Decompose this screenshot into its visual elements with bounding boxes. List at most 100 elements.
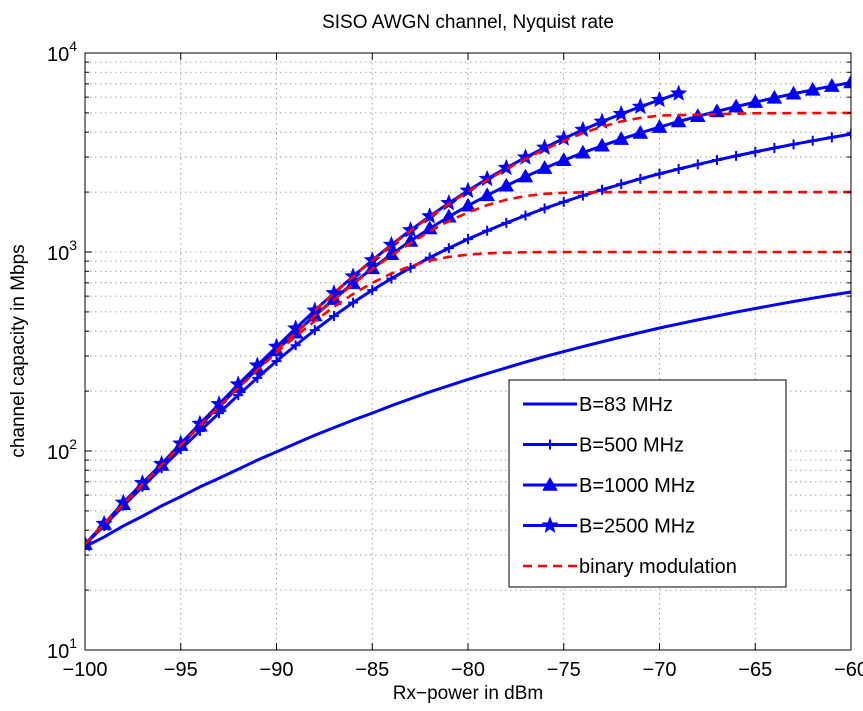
data-point-b-500-mhz bbox=[520, 210, 531, 221]
x-tick-label: −85 bbox=[355, 659, 389, 681]
data-point-b-1000-mhz bbox=[632, 124, 649, 139]
y-axis-label: channel capacity in Mbps bbox=[8, 244, 29, 457]
data-point-b-2500-mhz bbox=[612, 104, 630, 122]
data-point-b-2500-mhz bbox=[440, 193, 458, 211]
data-point-b-500-mhz bbox=[788, 139, 799, 150]
data-point-b-1000-mhz bbox=[747, 94, 764, 108]
data-point-b-500-mhz bbox=[309, 325, 320, 336]
data-point-b-500-mhz bbox=[482, 225, 493, 236]
y-tick-label: 103 bbox=[47, 237, 77, 265]
legend-label: B=2500 MHz bbox=[579, 516, 695, 538]
x-tick-label: −80 bbox=[451, 659, 485, 681]
data-point-b-2500-mhz bbox=[95, 514, 113, 532]
legend-item-b-500-mhz: B=500 MHz bbox=[523, 435, 684, 457]
data-point-b-1000-mhz bbox=[536, 160, 553, 174]
data-point-b-1000-mhz bbox=[402, 232, 419, 247]
data-point-b-500-mhz bbox=[367, 285, 378, 296]
legend-label: B=500 MHz bbox=[579, 435, 684, 457]
data-point-b-2500-mhz bbox=[669, 84, 688, 101]
data-point-b-1000-mhz bbox=[498, 177, 515, 192]
series-b-83-mhz bbox=[85, 290, 851, 549]
series-line-binary-modulation-3 bbox=[313, 111, 851, 312]
data-point-b-500-mhz bbox=[711, 155, 722, 166]
data-point-b-1000-mhz bbox=[613, 131, 630, 145]
legend-marker bbox=[541, 516, 559, 533]
data-point-b-2500-mhz bbox=[171, 434, 190, 452]
data-point-b-500-mhz bbox=[846, 129, 851, 140]
series-line-binary-modulation bbox=[85, 250, 851, 546]
legend-label: B=1000 MHz bbox=[579, 475, 695, 497]
y-tick-label: 101 bbox=[47, 635, 77, 663]
data-point-b-2500-mhz bbox=[650, 90, 669, 108]
legend-item-binary-modulation: binary modulation bbox=[523, 556, 737, 578]
data-point-b-1000-mhz bbox=[804, 81, 821, 96]
legend-label: B=83 MHz bbox=[579, 394, 673, 416]
legend: B=83 MHz B=500 MHz B=1000 MHz B=2500 MHz bin… bbox=[508, 379, 787, 588]
legend-label: binary modulation bbox=[579, 556, 737, 578]
data-point-b-1000-mhz bbox=[766, 89, 783, 104]
series-layer bbox=[85, 74, 851, 552]
data-point-b-2500-mhz bbox=[535, 138, 554, 156]
data-point-b-500-mhz bbox=[386, 273, 397, 284]
x-tick-label: −95 bbox=[164, 659, 198, 681]
data-point-b-500-mhz bbox=[501, 217, 512, 228]
data-point-b-1000-mhz bbox=[479, 187, 496, 202]
legend-marker bbox=[545, 439, 555, 450]
data-point-b-2500-mhz bbox=[631, 97, 650, 115]
data-point-b-1000-mhz bbox=[651, 119, 668, 133]
series-line-binary-modulation-2 bbox=[275, 190, 851, 352]
data-point-b-500-mhz bbox=[597, 184, 608, 195]
data-point-b-500-mhz bbox=[635, 173, 646, 184]
x-tick-label: −70 bbox=[643, 659, 677, 681]
ticks: −100 −95 −90 −85 −80 −75 −70 −65 −60 101 102 103 104 bbox=[47, 38, 863, 681]
data-point-b-1000-mhz bbox=[728, 98, 744, 113]
data-point-b-2500-mhz bbox=[325, 283, 343, 301]
data-point-b-500-mhz bbox=[826, 132, 837, 143]
data-point-b-2500-mhz bbox=[114, 493, 133, 511]
x-axis-label: Rx−power in dBm bbox=[393, 683, 543, 704]
data-point-b-2500-mhz bbox=[85, 535, 94, 552]
data-point-b-1000-mhz bbox=[517, 168, 534, 183]
data-point-b-2500-mhz bbox=[593, 112, 611, 130]
series-binary-modulation bbox=[85, 111, 851, 546]
data-point-b-500-mhz bbox=[692, 159, 703, 170]
data-point-b-500-mhz bbox=[750, 146, 761, 157]
data-point-b-1000-mhz bbox=[785, 85, 802, 100]
data-point-b-1000-mhz bbox=[823, 78, 840, 92]
data-point-b-2500-mhz bbox=[478, 169, 496, 187]
legend-item-b-83-mhz: B=83 MHz bbox=[523, 394, 673, 416]
y-tick-label: 104 bbox=[47, 38, 77, 66]
data-point-b-500-mhz bbox=[654, 168, 665, 179]
data-point-b-500-mhz bbox=[463, 234, 473, 245]
data-point-b-1000-mhz bbox=[843, 74, 851, 89]
x-tick-label: −100 bbox=[62, 659, 107, 681]
data-point-b-500-mhz bbox=[807, 135, 818, 146]
legend-marker bbox=[542, 476, 558, 491]
data-point-b-2500-mhz bbox=[516, 148, 535, 165]
data-point-b-500-mhz bbox=[577, 190, 588, 201]
y-tick-label: 102 bbox=[47, 436, 77, 464]
data-point-b-1000-mhz bbox=[460, 197, 476, 212]
data-point-b-1000-mhz bbox=[575, 144, 591, 159]
data-point-b-500-mhz bbox=[558, 196, 569, 207]
data-point-b-500-mhz bbox=[539, 203, 550, 214]
data-point-b-2500-mhz bbox=[133, 473, 152, 491]
data-point-b-500-mhz bbox=[271, 356, 282, 367]
chart-title: SISO AWGN channel, Nyquist rate bbox=[322, 12, 614, 33]
legend-item-b-2500-mhz: B=2500 MHz bbox=[523, 516, 695, 538]
data-point-b-500-mhz bbox=[673, 163, 684, 174]
series-line-b-83-mhz bbox=[85, 290, 851, 549]
data-point-b-500-mhz bbox=[252, 372, 263, 383]
data-point-b-1000-mhz bbox=[670, 113, 687, 128]
data-point-b-500-mhz bbox=[769, 143, 780, 154]
legend-item-b-1000-mhz: B=1000 MHz bbox=[523, 475, 695, 497]
x-tick-label: −75 bbox=[547, 659, 581, 681]
x-tick-label: −60 bbox=[834, 659, 863, 681]
x-tick-label: −90 bbox=[260, 659, 294, 681]
x-tick-label: −65 bbox=[738, 659, 772, 681]
data-point-b-500-mhz bbox=[348, 297, 359, 308]
data-point-b-500-mhz bbox=[616, 179, 627, 190]
data-point-b-500-mhz bbox=[290, 340, 301, 351]
data-point-b-1000-mhz bbox=[594, 137, 610, 152]
